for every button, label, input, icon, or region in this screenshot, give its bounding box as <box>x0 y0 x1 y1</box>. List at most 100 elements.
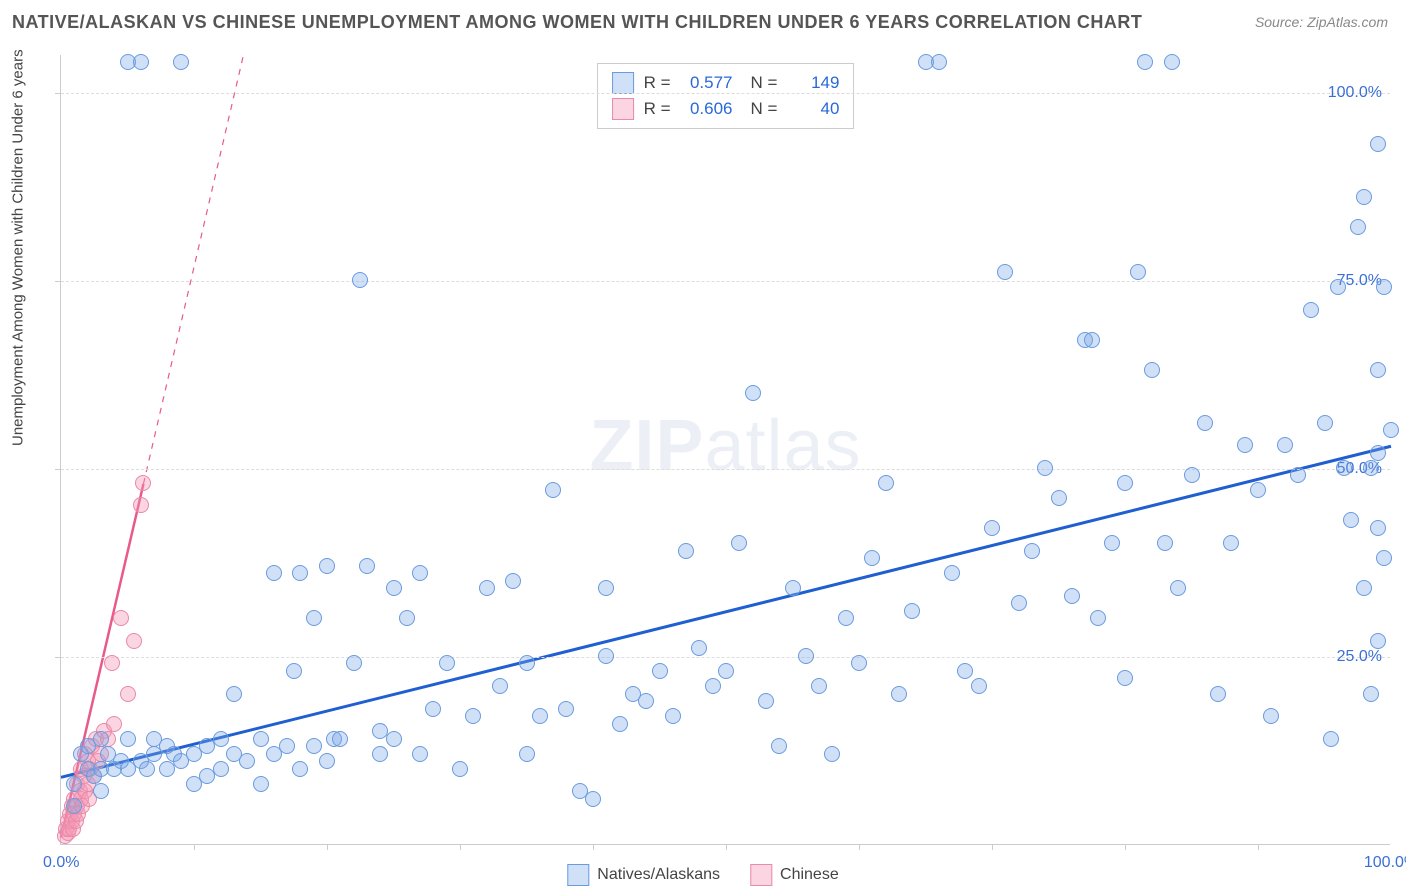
legend-swatch <box>612 98 634 120</box>
data-point <box>412 565 428 581</box>
data-point <box>1250 482 1266 498</box>
data-point <box>585 791 601 807</box>
data-point <box>1370 633 1386 649</box>
data-point <box>386 731 402 747</box>
data-point <box>824 746 840 762</box>
data-point <box>93 731 109 747</box>
legend-n-value: 40 <box>787 99 839 119</box>
data-point <box>1037 460 1053 476</box>
legend-r-value: 0.577 <box>681 73 733 93</box>
data-point <box>1370 520 1386 536</box>
data-point <box>386 580 402 596</box>
x-tick-mark <box>859 844 860 850</box>
trend-line <box>143 55 243 484</box>
data-point <box>306 738 322 754</box>
data-point <box>785 580 801 596</box>
y-tick-mark <box>55 657 61 658</box>
data-point <box>133 497 149 513</box>
legend-series-label: Chinese <box>780 866 839 884</box>
data-point <box>545 482 561 498</box>
data-point <box>213 761 229 777</box>
data-point <box>226 686 242 702</box>
y-tick-label: 25.0% <box>1337 648 1382 666</box>
data-point <box>1370 445 1386 461</box>
data-point <box>1376 550 1392 566</box>
data-point <box>465 708 481 724</box>
data-point <box>1277 437 1293 453</box>
data-point <box>931 54 947 70</box>
data-point <box>492 678 508 694</box>
y-tick-mark <box>55 469 61 470</box>
data-point <box>1370 362 1386 378</box>
data-point <box>1197 415 1213 431</box>
legend-item: Natives/Alaskans <box>567 864 720 886</box>
data-point <box>1137 54 1153 70</box>
data-point <box>691 640 707 656</box>
data-point <box>479 580 495 596</box>
data-point <box>439 655 455 671</box>
x-tick-label: 100.0% <box>1364 854 1406 872</box>
x-tick-mark <box>593 844 594 850</box>
data-point <box>279 738 295 754</box>
data-point <box>904 603 920 619</box>
data-point <box>106 716 122 732</box>
x-tick-mark <box>726 844 727 850</box>
correlation-legend: R =0.577N =149R =0.606N =40 <box>597 63 855 129</box>
data-point <box>1363 686 1379 702</box>
data-point <box>352 272 368 288</box>
legend-series-label: Natives/Alaskans <box>597 866 720 884</box>
data-point <box>1184 467 1200 483</box>
legend-n-label: N = <box>751 73 778 93</box>
data-point <box>652 663 668 679</box>
data-point <box>971 678 987 694</box>
source-label: Source: ZipAtlas.com <box>1255 14 1388 30</box>
x-tick-mark <box>992 844 993 850</box>
data-point <box>1164 54 1180 70</box>
data-point <box>1157 535 1173 551</box>
data-point <box>1317 415 1333 431</box>
data-point <box>1263 708 1279 724</box>
series-legend: Natives/Alaskans Chinese <box>567 864 838 886</box>
data-point <box>239 753 255 769</box>
data-point <box>1051 490 1067 506</box>
y-tick-mark <box>55 281 61 282</box>
data-point <box>519 655 535 671</box>
data-point <box>997 264 1013 280</box>
data-point <box>319 753 335 769</box>
data-point <box>1210 686 1226 702</box>
data-point <box>1130 264 1146 280</box>
y-tick-label: 100.0% <box>1328 84 1382 102</box>
data-point <box>126 633 142 649</box>
data-point <box>1104 535 1120 551</box>
data-point <box>104 655 120 671</box>
data-point <box>253 731 269 747</box>
data-point <box>864 550 880 566</box>
data-point <box>798 648 814 664</box>
data-point <box>678 543 694 559</box>
x-tick-mark <box>327 844 328 850</box>
legend-r-label: R = <box>644 99 671 119</box>
data-point <box>425 701 441 717</box>
gridline <box>61 657 1390 658</box>
data-point <box>253 776 269 792</box>
data-point <box>1117 670 1133 686</box>
data-point <box>984 520 1000 536</box>
chart-title: NATIVE/ALASKAN VS CHINESE UNEMPLOYMENT A… <box>12 12 1142 33</box>
data-point <box>1144 362 1160 378</box>
data-point <box>1290 467 1306 483</box>
data-point <box>1336 460 1352 476</box>
data-point <box>838 610 854 626</box>
data-point <box>1323 731 1339 747</box>
data-point <box>133 54 149 70</box>
data-point <box>1350 219 1366 235</box>
data-point <box>1024 543 1040 559</box>
data-point <box>120 731 136 747</box>
data-point <box>359 558 375 574</box>
x-tick-mark <box>1125 844 1126 850</box>
data-point <box>266 565 282 581</box>
x-tick-origin: 0.0% <box>43 854 79 872</box>
data-point <box>957 663 973 679</box>
data-point <box>319 558 335 574</box>
legend-r-value: 0.606 <box>681 99 733 119</box>
data-point <box>612 716 628 732</box>
